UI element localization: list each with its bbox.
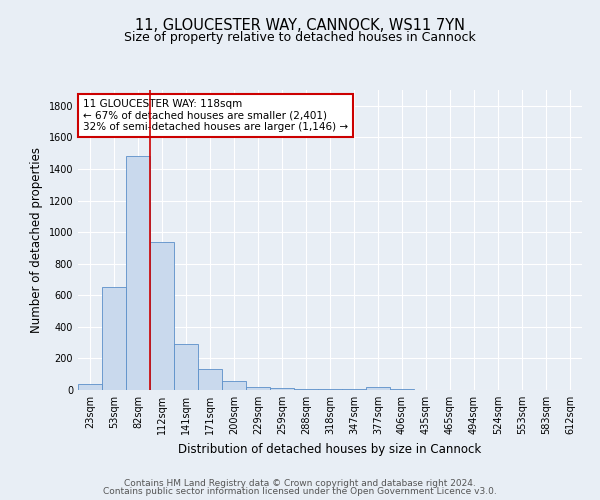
Bar (390, 389, 414, 390)
Bar (366, 387, 390, 390)
Bar (222, 380, 246, 390)
Bar (150, 242, 174, 390)
Bar (270, 388, 294, 390)
Text: Size of property relative to detached houses in Cannock: Size of property relative to detached ho… (124, 31, 476, 44)
Y-axis label: Number of detached properties: Number of detached properties (30, 147, 43, 333)
Text: 11 GLOUCESTER WAY: 118sqm
← 67% of detached houses are smaller (2,401)
32% of se: 11 GLOUCESTER WAY: 118sqm ← 67% of detac… (83, 99, 348, 132)
Text: Contains public sector information licensed under the Open Government Licence v3: Contains public sector information licen… (103, 487, 497, 496)
Text: Contains HM Land Registry data © Crown copyright and database right 2024.: Contains HM Land Registry data © Crown c… (124, 478, 476, 488)
Bar (246, 387, 270, 390)
Bar (294, 389, 318, 390)
Bar (318, 389, 342, 390)
Text: 11, GLOUCESTER WAY, CANNOCK, WS11 7YN: 11, GLOUCESTER WAY, CANNOCK, WS11 7YN (135, 18, 465, 32)
X-axis label: Distribution of detached houses by size in Cannock: Distribution of detached houses by size … (178, 442, 482, 456)
Bar (102, 288, 126, 390)
Bar (78, 384, 102, 390)
Bar (174, 344, 198, 390)
Bar (126, 156, 150, 390)
Bar (342, 389, 366, 390)
Bar (198, 370, 222, 390)
